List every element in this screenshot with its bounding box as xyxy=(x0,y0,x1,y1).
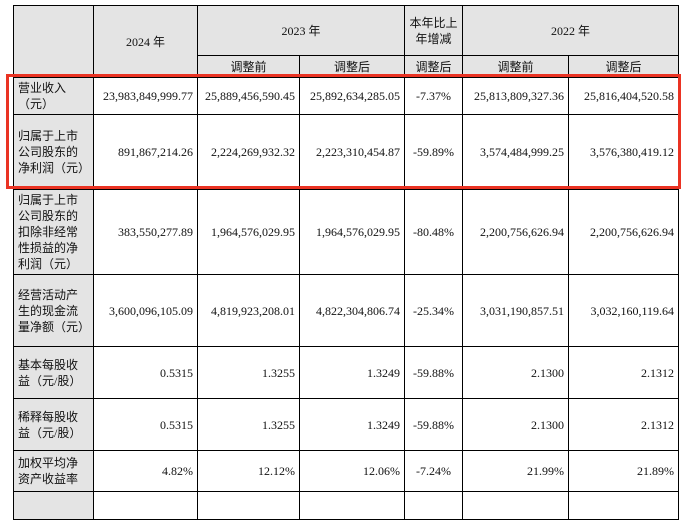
value-cell: 2,224,269,932.32 xyxy=(197,114,300,190)
table-row-clipped xyxy=(13,491,680,520)
value-cell: 23,983,849,999.77 xyxy=(93,77,198,115)
corner-cell xyxy=(13,5,94,78)
row-label xyxy=(13,491,94,520)
value-cell: 1.3249 xyxy=(298,346,406,399)
subheader-2023-after: 调整后 xyxy=(298,55,406,78)
row-label: 稀释每股收益（元/股） xyxy=(13,398,94,451)
value-cell: 2.1300 xyxy=(462,346,570,399)
value-cell: 3,576,380,419.12 xyxy=(568,114,680,190)
value-cell: 25,816,404,520.58 xyxy=(568,77,680,115)
table-row-net-profit: 归属于上市公司股东的净利润（元） 891,867,214.26 2,224,26… xyxy=(13,114,680,190)
value-cell: -25.34% xyxy=(404,274,464,347)
value-cell: 21.99% xyxy=(462,450,570,492)
value-cell: 1,964,576,029.95 xyxy=(298,189,406,275)
row-label: 营业收入（元） xyxy=(13,77,94,115)
value-cell xyxy=(462,491,570,520)
value-cell: 2,200,756,626.94 xyxy=(568,189,680,275)
value-cell: -7.37% xyxy=(404,77,464,115)
value-cell: 0.5315 xyxy=(93,346,198,399)
financial-summary-table: 2024 年 2023 年 本年比上年增减 2022 年 调整前 调整后 调整后… xyxy=(13,5,680,520)
value-cell xyxy=(197,491,300,520)
value-cell: 1.3249 xyxy=(298,398,406,451)
value-cell: 1.3255 xyxy=(197,346,300,399)
row-label: 归属于上市公司股东的净利润（元） xyxy=(13,114,94,190)
value-cell: 3,031,190,857.51 xyxy=(462,274,570,347)
value-cell: -7.24% xyxy=(404,450,464,492)
row-label: 归属于上市公司股东的扣除非经常性损益的净利润（元） xyxy=(13,189,94,275)
table-row-basic-eps: 基本每股收益（元/股） 0.5315 1.3255 1.3249 -59.88%… xyxy=(13,346,680,399)
table-row-revenue: 营业收入（元） 23,983,849,999.77 25,889,456,590… xyxy=(13,77,680,115)
value-cell: 25,889,456,590.45 xyxy=(197,77,300,115)
value-cell xyxy=(404,491,464,520)
value-cell xyxy=(93,491,198,520)
value-cell: 2.1312 xyxy=(568,346,680,399)
value-cell: 383,550,277.89 xyxy=(93,189,198,275)
row-label: 经营活动产生的现金流量净额（元） xyxy=(13,274,94,347)
value-cell: 2,223,310,454.87 xyxy=(298,114,406,190)
value-cell: 2,200,756,626.94 xyxy=(462,189,570,275)
value-cell: 2.1312 xyxy=(568,398,680,451)
subheader-2022-after: 调整后 xyxy=(568,55,680,78)
value-cell: 3,600,096,105.09 xyxy=(93,274,198,347)
table-row-diluted-eps: 稀释每股收益（元/股） 0.5315 1.3255 1.3249 -59.88%… xyxy=(13,398,680,451)
value-cell: 4.82% xyxy=(93,450,198,492)
value-cell: 2.1300 xyxy=(462,398,570,451)
value-cell: -80.48% xyxy=(404,189,464,275)
header-2023: 2023 年 xyxy=(196,5,406,56)
header-yoy-change: 本年比上年增减 xyxy=(404,5,464,56)
value-cell: 3,032,160,119.64 xyxy=(568,274,680,347)
value-cell xyxy=(568,491,680,520)
header-2022: 2022 年 xyxy=(462,5,680,56)
value-cell: 1,964,576,029.95 xyxy=(197,189,300,275)
value-cell: 3,574,484,999.25 xyxy=(462,114,570,190)
value-cell: 1.3255 xyxy=(197,398,300,451)
row-label: 基本每股收益（元/股） xyxy=(13,346,94,399)
subheader-2023-before: 调整前 xyxy=(197,55,300,78)
subheader-change-after: 调整后 xyxy=(404,55,464,78)
value-cell: -59.89% xyxy=(404,114,464,190)
header-2024: 2024 年 xyxy=(93,5,198,78)
value-cell: 12.12% xyxy=(197,450,300,492)
subheader-2022-before: 调整前 xyxy=(462,55,570,78)
value-cell: 12.06% xyxy=(298,450,406,492)
table-row-operating-cash-flow: 经营活动产生的现金流量净额（元） 3,600,096,105.09 4,819,… xyxy=(13,274,680,347)
value-cell: 4,822,304,806.74 xyxy=(298,274,406,347)
value-cell: 0.5315 xyxy=(93,398,198,451)
table-row-weighted-avg-roe: 加权平均净资产收益率 4.82% 12.12% 12.06% -7.24% 21… xyxy=(13,450,680,492)
table-row-net-profit-excl-nonrecurring: 归属于上市公司股东的扣除非经常性损益的净利润（元） 383,550,277.89… xyxy=(13,189,680,275)
value-cell: 21.89% xyxy=(568,450,680,492)
row-label: 加权平均净资产收益率 xyxy=(13,450,94,492)
value-cell: -59.88% xyxy=(404,398,464,451)
value-cell: 891,867,214.26 xyxy=(93,114,198,190)
value-cell: -59.88% xyxy=(404,346,464,399)
value-cell xyxy=(298,491,406,520)
value-cell: 25,892,634,285.05 xyxy=(298,77,406,115)
value-cell: 4,819,923,208.01 xyxy=(197,274,300,347)
value-cell: 25,813,809,327.36 xyxy=(462,77,570,115)
